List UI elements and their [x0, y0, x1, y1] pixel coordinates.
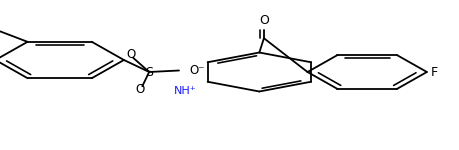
Text: O⁻: O⁻ [189, 64, 205, 77]
Text: O: O [259, 14, 269, 27]
Text: F: F [431, 66, 438, 78]
Text: S: S [145, 66, 153, 78]
Text: O: O [126, 48, 135, 61]
Text: O: O [135, 83, 145, 96]
Text: NH⁺: NH⁺ [174, 86, 196, 96]
